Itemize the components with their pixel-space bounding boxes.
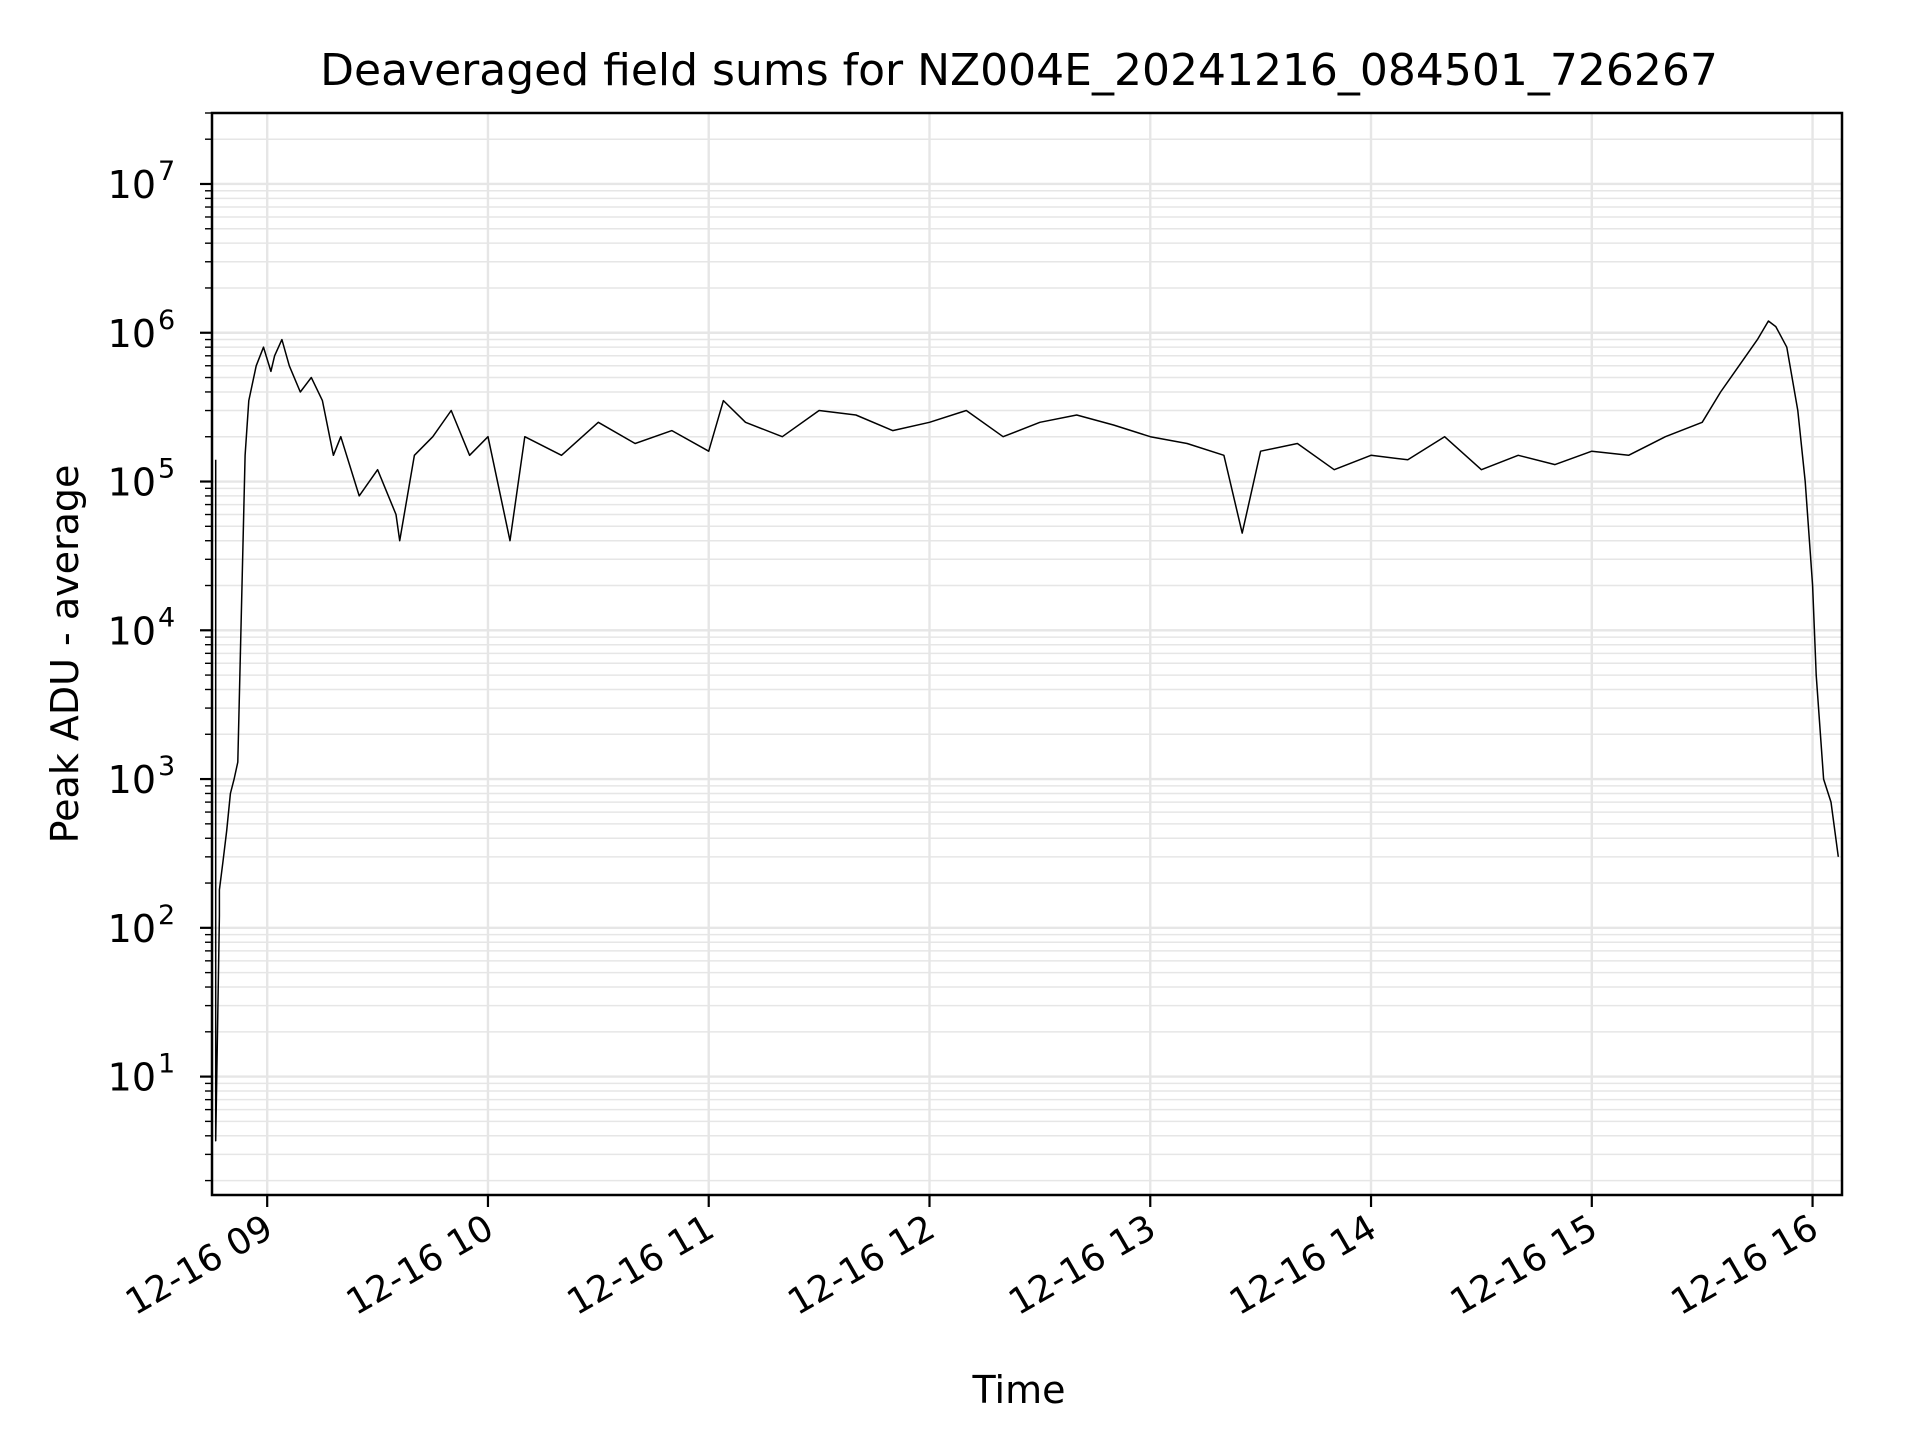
y-tick-label: 10: [108, 461, 156, 505]
y-tick-base: 10: [108, 163, 156, 207]
y-tick-label: 10: [108, 758, 156, 802]
y-tick-exponent: 3: [158, 751, 175, 782]
x-axis-label: Time: [972, 1368, 1066, 1412]
series-line: [214, 320, 1840, 1142]
y-tick-exponent: 7: [158, 156, 175, 187]
y-tick-exponent: 2: [158, 900, 175, 931]
y-tick-base: 10: [108, 758, 156, 802]
y-tick-label: 10: [108, 907, 156, 951]
y-tick-base: 10: [108, 609, 156, 653]
y-tick-base: 10: [108, 461, 156, 505]
grid: [212, 112, 1842, 1195]
y-tick-base: 10: [108, 312, 156, 356]
y-tick-label: 10: [108, 609, 156, 653]
y-tick-label: 10: [108, 163, 156, 207]
y-tick-exponent: 5: [158, 454, 175, 485]
y-tick-label: 10: [108, 312, 156, 356]
chart-title: Deaveraged field sums for NZ004E_2024121…: [320, 45, 1718, 96]
y-tick-label: 10: [108, 1056, 156, 1100]
y-axis-label: Peak ADU - average: [43, 465, 87, 844]
y-tick-exponent: 6: [158, 305, 175, 336]
series-layer: [214, 320, 1840, 1142]
y-tick-exponent: 4: [158, 602, 175, 633]
axis-ticks: [200, 112, 1814, 1207]
y-tick-base: 10: [108, 1056, 156, 1100]
y-tick-exponent: 1: [158, 1049, 175, 1080]
y-tick-base: 10: [108, 907, 156, 951]
